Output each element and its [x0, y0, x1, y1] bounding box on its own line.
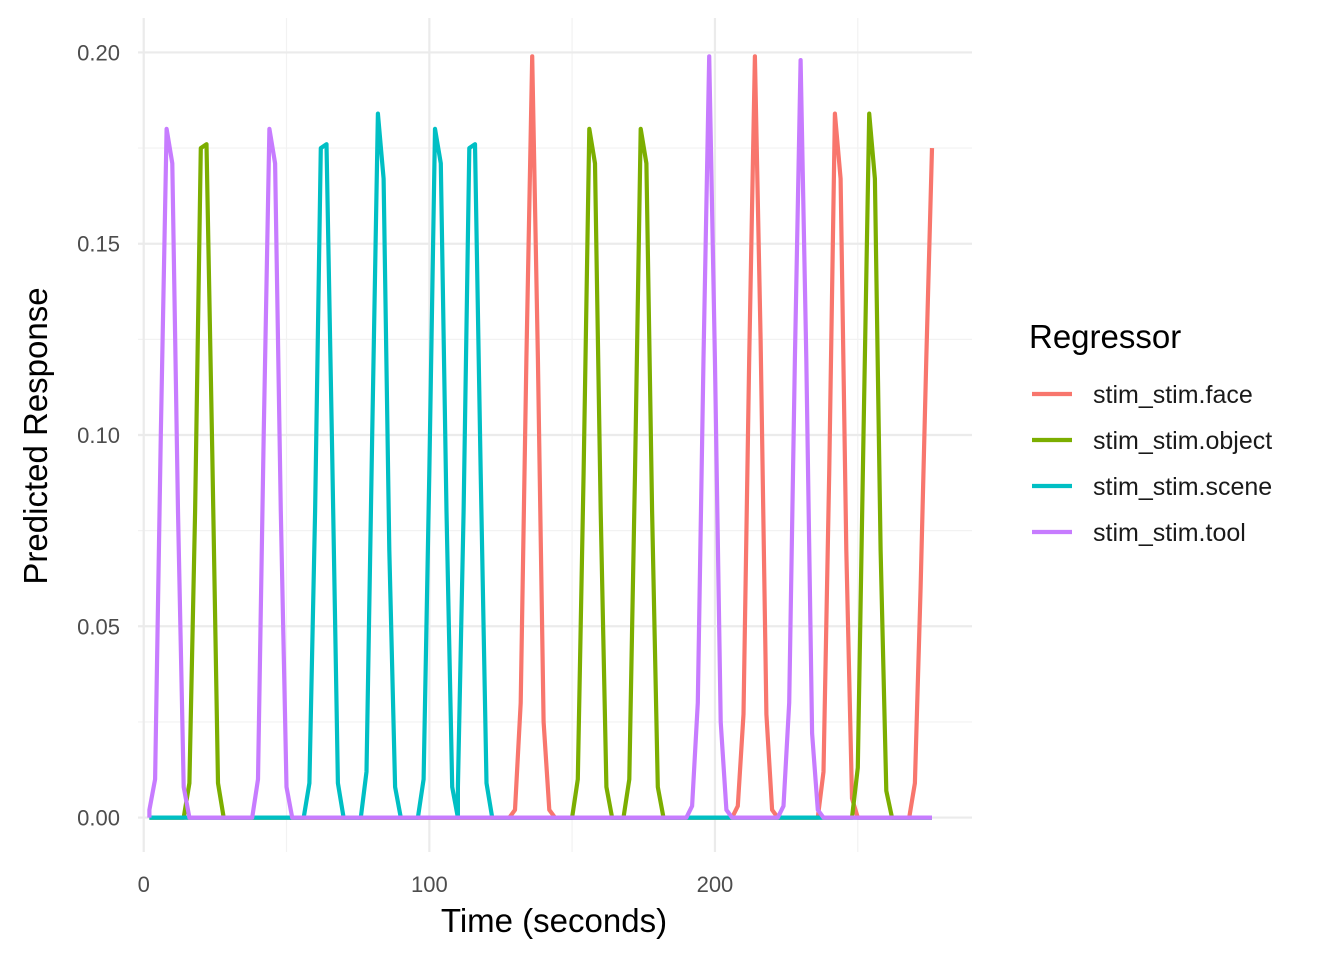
series-layer: [147, 54, 935, 820]
legend-entries: stim_stim.face stim_stim.object stim_stim.…: [1032, 381, 1272, 547]
y-tick-label: 0.20: [77, 40, 120, 65]
x-tick-label: 0: [138, 872, 150, 897]
legend-label: stim_stim.tool: [1093, 519, 1246, 547]
legend-item: stim_stim.face: [1032, 381, 1253, 409]
x-tick-label: 100: [411, 872, 448, 897]
y-tick-label: 0.05: [77, 614, 120, 639]
legend-item: stim_stim.object: [1032, 427, 1272, 455]
x-tick-label: 200: [697, 872, 734, 897]
legend-item: stim_stim.tool: [1032, 519, 1246, 547]
y-tick-label: 0.15: [77, 232, 120, 257]
series-line-stim-stim-tool: [147, 54, 932, 820]
y-axis-title: Predicted Response: [17, 287, 54, 584]
y-tick-label: 0.10: [77, 423, 120, 448]
legend-label: stim_stim.scene: [1093, 473, 1272, 501]
legend-item: stim_stim.scene: [1032, 473, 1272, 501]
x-axis-title: Time (seconds): [441, 902, 667, 939]
x-tick-labels: 0 100 200: [138, 872, 734, 897]
y-tick-label: 0.00: [77, 806, 120, 831]
y-tick-labels: 0.00 0.05 0.10 0.15 0.20: [77, 40, 120, 830]
legend-label: stim_stim.face: [1093, 381, 1253, 409]
legend-title: Regressor: [1029, 318, 1181, 355]
series-line-stim-stim-face: [149, 54, 935, 820]
legend-label: stim_stim.object: [1093, 427, 1272, 455]
legend: Regressor stim_stim.face stim_stim.object…: [1029, 318, 1272, 547]
